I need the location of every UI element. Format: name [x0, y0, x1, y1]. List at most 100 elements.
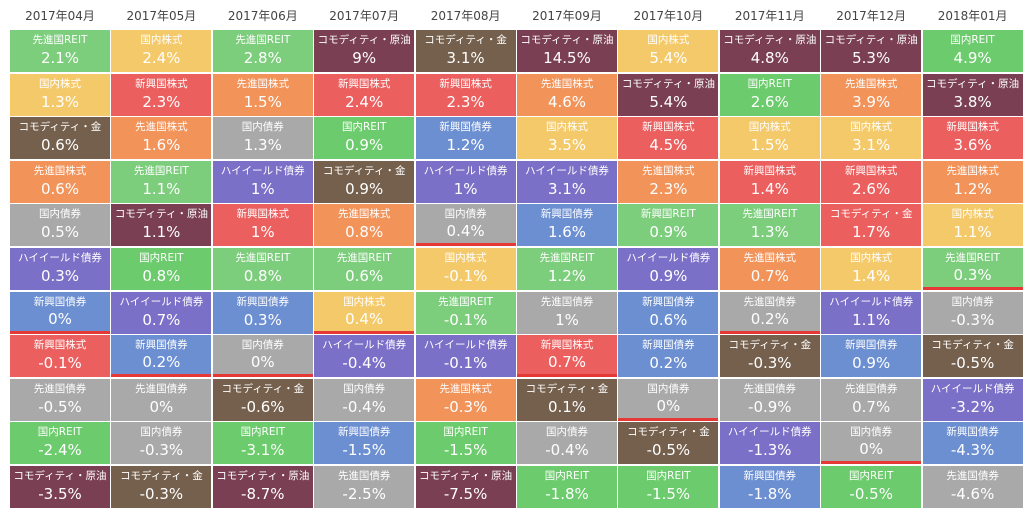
cell-asset-label: コモディティ・原油 — [520, 34, 614, 46]
cell-return-value: 0.1% — [547, 397, 587, 416]
cell-asset-label: 国内REIT — [950, 34, 995, 46]
heatmap-cell: コモディティ・原油 5.4% — [618, 73, 719, 116]
cell-return-value: -1.8% — [748, 485, 792, 503]
cell-return-value: 3.8% — [953, 92, 992, 111]
heatmap-cell: コモディティ・金 0.6% — [10, 117, 110, 160]
cell-return-value: 4.6% — [547, 92, 587, 111]
column-header: 2017年12月 — [836, 9, 907, 23]
heatmap-cell: ハイイールド債券 0.3% — [10, 248, 110, 290]
cell-return-value: 1.5% — [243, 92, 282, 111]
cell-return-value: 4.5% — [649, 136, 688, 155]
heatmap-cell: 国内株式 3.1% — [821, 117, 922, 160]
cell-asset-label: 先進国REIT — [235, 252, 291, 264]
heatmap-cell: 国内株式 1.3% — [10, 73, 110, 116]
cell-return-value: 0.3% — [243, 310, 282, 329]
cell-asset-label: ハイイールド債券 — [930, 382, 1015, 395]
cell-return-value: 0.9% — [345, 136, 384, 155]
cell-asset-label: 新興国株式 — [946, 121, 999, 134]
heatmap-cell: 新興国株式 4.5% — [618, 117, 719, 160]
cell-return-value: 2.1% — [40, 49, 80, 67]
cell-asset-label: 新興国株式 — [642, 121, 695, 134]
cell-return-value: -0.4% — [342, 397, 386, 416]
cell-asset-label: 先進国株式 — [33, 164, 87, 177]
cell-return-value: -1.5% — [342, 441, 386, 460]
cell-return-value: 14.5% — [543, 49, 591, 67]
cell-asset-label: 新興国株式 — [236, 208, 290, 221]
cell-asset-label: コモディティ・原油 — [13, 470, 107, 482]
cell-asset-label: 新興国債券 — [135, 339, 188, 352]
cell-asset-label: 先進国債券 — [946, 470, 999, 482]
cell-return-value: 2.4% — [142, 49, 181, 67]
heatmap-cell: 先進国債券 1% — [517, 291, 617, 334]
heatmap-cell: 国内株式 5.4% — [618, 30, 719, 72]
heatmap-cell: 新興国債券 0.9% — [821, 335, 922, 378]
heatmap-cell: 先進国REIT -0.1% — [415, 291, 516, 334]
cell-asset-label: コモディティ・金 — [931, 339, 1014, 352]
cell-asset-label: コモディティ・原油 — [824, 34, 918, 46]
cell-asset-label: 先進国債券 — [844, 382, 898, 395]
cell-asset-label: ハイイールド債券 — [727, 426, 812, 439]
heatmap-cell: 新興国債券 0% — [10, 291, 110, 334]
cell-return-value: 0.6% — [649, 310, 688, 329]
heatmap-cell: 先進国REIT 2.1% — [10, 30, 110, 72]
heatmap-cell: 新興国債券 1.2% — [415, 117, 516, 160]
heatmap-cell: コモディティ・金 0.1% — [517, 378, 617, 421]
cell-asset-label: 新興国債券 — [439, 121, 492, 134]
cell-return-value: 0% — [656, 396, 681, 415]
cell-return-value: 0.9% — [852, 354, 891, 373]
heatmap-cell: 新興国株式 2.6% — [821, 160, 922, 203]
cell-asset-label: コモディティ・金 — [424, 34, 507, 46]
cell-asset-label: 新興国債券 — [642, 295, 695, 308]
cell-return-value: 0.8% — [142, 267, 181, 285]
cell-asset-label: コモディティ・金 — [120, 470, 203, 482]
heatmap-cell: 国内REIT -0.5% — [821, 466, 922, 508]
heatmap-cell: コモディティ・原油 4.8% — [719, 30, 820, 72]
heatmap-cell: 先進国株式 1.2% — [922, 160, 1023, 203]
heatmap-cell: 国内REIT -3.1% — [212, 422, 313, 465]
cell-return-value: 3.5% — [547, 136, 587, 155]
cell-asset-label: 国内債券 — [850, 426, 893, 439]
heatmap-cell: 先進国債券 -0.9% — [719, 378, 820, 421]
cell-asset-label: コモディティ・金 — [18, 121, 102, 134]
cell-asset-label: 新興国債券 — [743, 470, 797, 482]
heatmap-cell: 新興国債券 0.2% — [618, 335, 719, 378]
cell-return-value: 1.2% — [547, 267, 587, 285]
cell-return-value: 5.3% — [852, 49, 891, 67]
cell-asset-label: 新興国債券 — [337, 426, 391, 439]
cell-return-value: -3.1% — [241, 441, 285, 460]
cell-return-value: 1.4% — [750, 179, 789, 198]
cell-return-value: 0.8% — [345, 223, 384, 242]
cell-asset-label: コモディティ・金 — [627, 426, 710, 439]
cell-return-value: -3.5% — [38, 485, 82, 503]
cell-return-value: 0.7% — [547, 353, 587, 372]
cell-return-value: -4.6% — [950, 485, 995, 503]
cell-asset-label: 国内REIT — [544, 470, 590, 482]
heatmap-cell: 国内REIT -1.5% — [618, 466, 719, 508]
cell-return-value: -0.5% — [646, 441, 691, 460]
cell-asset-label: 先進国REIT — [133, 164, 189, 177]
cell-asset-label: 先進国株式 — [844, 77, 898, 90]
cell-return-value: -0.1% — [443, 354, 488, 373]
column-header: 2017年06月 — [227, 9, 298, 23]
cell-return-value: 0.9% — [345, 179, 384, 198]
column-header: 2017年11月 — [734, 9, 805, 23]
cell-asset-label: 先進国株式 — [236, 77, 290, 90]
cell-return-value: 0% — [250, 353, 275, 372]
heatmap-cell: 先進国債券 -4.6% — [922, 466, 1023, 508]
heatmap-cell: 新興国株式 2.3% — [111, 73, 212, 116]
heatmap-cell: 先進国債券 0.7% — [821, 378, 922, 421]
cell-asset-label: 国内債券 — [951, 295, 994, 308]
cell-asset-label: 先進国株式 — [439, 382, 492, 395]
heatmap-cell: 先進国株式 0.8% — [314, 204, 415, 247]
cell-return-value: 0.7% — [750, 267, 789, 285]
cell-return-value: -0.1% — [443, 267, 488, 285]
cell-return-value: 1.3% — [750, 223, 789, 242]
cell-asset-label: コモディティ・金 — [525, 382, 609, 395]
cell-return-value: 0% — [149, 397, 174, 416]
heatmap-cell: 国内債券 0% — [821, 422, 922, 465]
cell-return-value: 1.1% — [142, 179, 181, 198]
heatmap-cell: コモディティ・原油 3.8% — [922, 73, 1023, 116]
heatmap-cell: ハイイールド債券 -0.4% — [314, 335, 415, 378]
cell-asset-label: 国内債券 — [241, 339, 284, 352]
heatmap-cell: 国内株式 0.4% — [314, 291, 415, 334]
